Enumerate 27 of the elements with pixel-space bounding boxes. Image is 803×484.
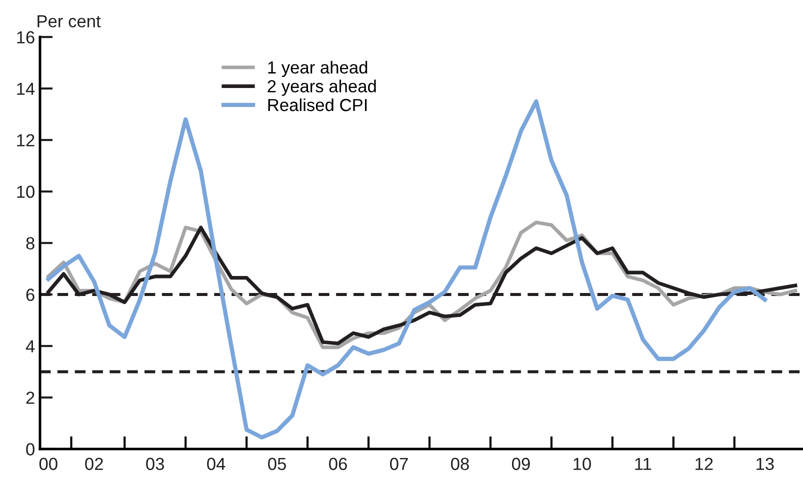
x-tick-label: 13 [756, 458, 774, 470]
x-tick-label: 03 [146, 458, 164, 470]
y-tick-label: 0 [26, 443, 34, 456]
legend-label: 2 years ahead [268, 80, 376, 96]
x-tick-label: 10 [574, 458, 591, 470]
y-tick-label: 6 [26, 288, 34, 301]
x-tick-label: 09 [512, 458, 530, 470]
x-tick-label: 02 [85, 458, 103, 470]
x-tick-label: 05 [268, 458, 286, 470]
x-tick-label: 11 [635, 458, 652, 470]
y-tick-label: 8 [26, 237, 34, 250]
y-tick-label: 10 [17, 186, 34, 198]
x-tick-label: 07 [390, 458, 408, 470]
y-tick-label: 12 [17, 134, 34, 146]
y-axis-title: Per cent [38, 15, 101, 28]
legend-label: Realised CPI [268, 98, 367, 112]
y-tick-label: 4 [26, 340, 35, 352]
x-tick-label: 08 [451, 458, 469, 470]
y-tick-label: 14 [17, 82, 35, 95]
y-tick-label: 2 [26, 392, 34, 404]
legend-label: 1 year ahead [268, 60, 368, 78]
x-tick-label: 04 [207, 458, 226, 470]
x-tick-label: 06 [329, 458, 347, 470]
line-series [46, 99, 767, 440]
y-tick-label: 16 [17, 31, 34, 44]
x-tick-label: 00 [39, 458, 58, 470]
x-tick-label: 12 [696, 458, 713, 470]
